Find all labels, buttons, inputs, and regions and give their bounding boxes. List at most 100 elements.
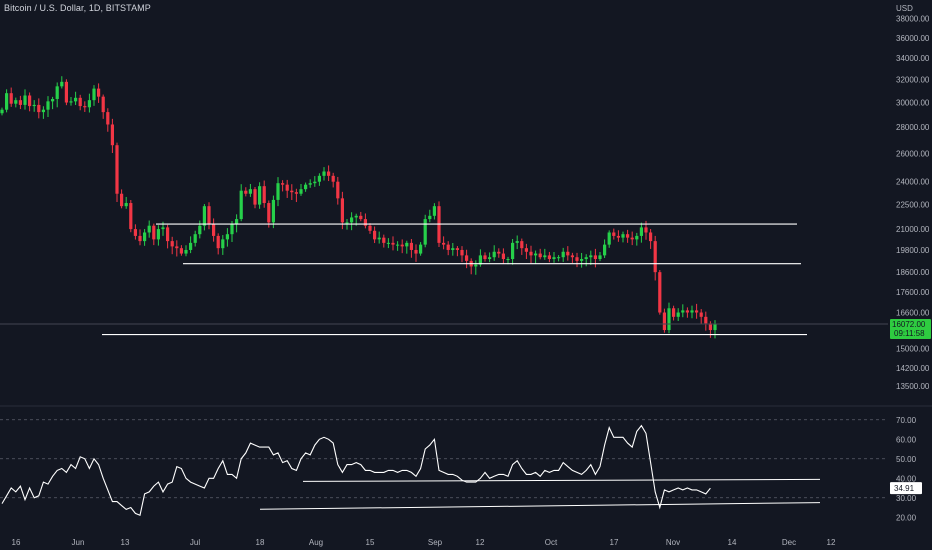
candle-body [147,225,151,233]
candle-body [202,206,206,226]
candle-body [175,246,179,249]
price-tick-label: 19800.00 [896,246,930,255]
candle-body [474,264,478,267]
candle-body [501,253,505,260]
candle-body [271,199,275,223]
candle-body [515,241,519,243]
candle-body [299,189,303,194]
candle-body [584,257,588,260]
candle-body [662,312,666,331]
last-price-badge [890,318,931,339]
candle-body [244,190,248,194]
candle-body [552,257,556,260]
candle-body [46,101,50,110]
rsi-tick-label: 60.00 [896,435,917,444]
candle-body [60,81,64,87]
rsi-series-line [1,424,711,517]
bar-countdown: 09:11:58 [894,329,925,338]
candle-body [529,251,533,256]
candle-body [667,308,671,331]
candle-body [179,248,183,254]
symbol-title[interactable]: Bitcoin / U.S. Dollar, 1D, BITSTAMP [4,3,151,13]
candle-body [133,229,137,236]
price-tick-label: 15000.00 [896,344,930,353]
candle-body [308,183,312,185]
candle-body [239,190,243,220]
candle-body [695,310,699,313]
candle-body [644,227,648,233]
candle-body [492,251,496,258]
candle-body [92,88,96,101]
candle-body [336,181,340,199]
candle-body [193,234,197,243]
candle-body [55,86,59,99]
candle-body [253,189,257,205]
price-tick-label: 32000.00 [896,76,930,85]
candle-body [331,175,335,182]
candle-body [635,235,639,240]
price-tick-label: 36000.00 [896,34,930,43]
candle-body [294,192,298,194]
candle-body [363,219,367,226]
candle-body [520,241,524,249]
price-tick-label: 18600.00 [896,268,930,277]
candle-body [285,184,289,191]
rsi-tick-label: 20.00 [896,513,917,522]
candle-body [478,255,482,265]
price-tick-label: 16600.00 [896,309,930,318]
candle-body [451,248,455,250]
price-tick-label: 14200.00 [896,364,930,373]
candle-body [589,255,593,258]
candle-body [455,248,459,250]
candle-body [483,255,487,260]
candle-body [248,189,252,194]
candle-body [5,93,9,110]
candle-body [276,183,280,200]
candle-body [649,232,653,242]
price-tick-label: 30000.00 [896,99,930,108]
candle-body [658,272,662,313]
rsi-tick-label: 30.00 [896,494,917,503]
candle-body [575,257,579,261]
candle-body [129,203,133,230]
candle-body [304,184,308,190]
candle-body [212,224,216,236]
candle-body [400,244,404,247]
candle-body [354,215,358,218]
candle-body [290,190,294,193]
candle-body [23,95,27,105]
candle-body [170,241,174,247]
x-tick-label: 15 [366,538,375,547]
x-tick-label: Sep [428,538,443,547]
candle-body [166,227,170,242]
candle-body [350,217,354,223]
price-tick-label: 38000.00 [896,15,930,24]
x-tick-label: 17 [610,538,619,547]
candle-body [414,249,418,254]
candle-body [189,242,193,250]
candle-body [382,237,386,243]
candle-body [419,244,423,254]
candle-body [598,255,602,260]
currency-label[interactable]: USD [896,4,913,13]
candle-body [488,257,492,260]
candle-body [230,224,234,235]
candle-body [543,255,547,258]
candle-body [262,186,266,204]
candle-body [423,219,427,245]
candle-body [607,232,611,245]
candle-body [612,232,616,236]
candle-body [225,234,229,240]
rsi-tick-label: 70.00 [896,416,917,425]
candle-body [699,312,703,317]
candle-body [497,251,501,254]
rsi-tick-label: 50.00 [896,455,917,464]
x-tick-label: 16 [12,538,21,547]
candle-body [198,225,202,235]
candle-body [460,249,464,256]
candle-body [51,98,55,102]
candle-body [37,104,41,113]
x-tick-label: Jul [190,538,200,547]
candle-body [639,227,643,236]
